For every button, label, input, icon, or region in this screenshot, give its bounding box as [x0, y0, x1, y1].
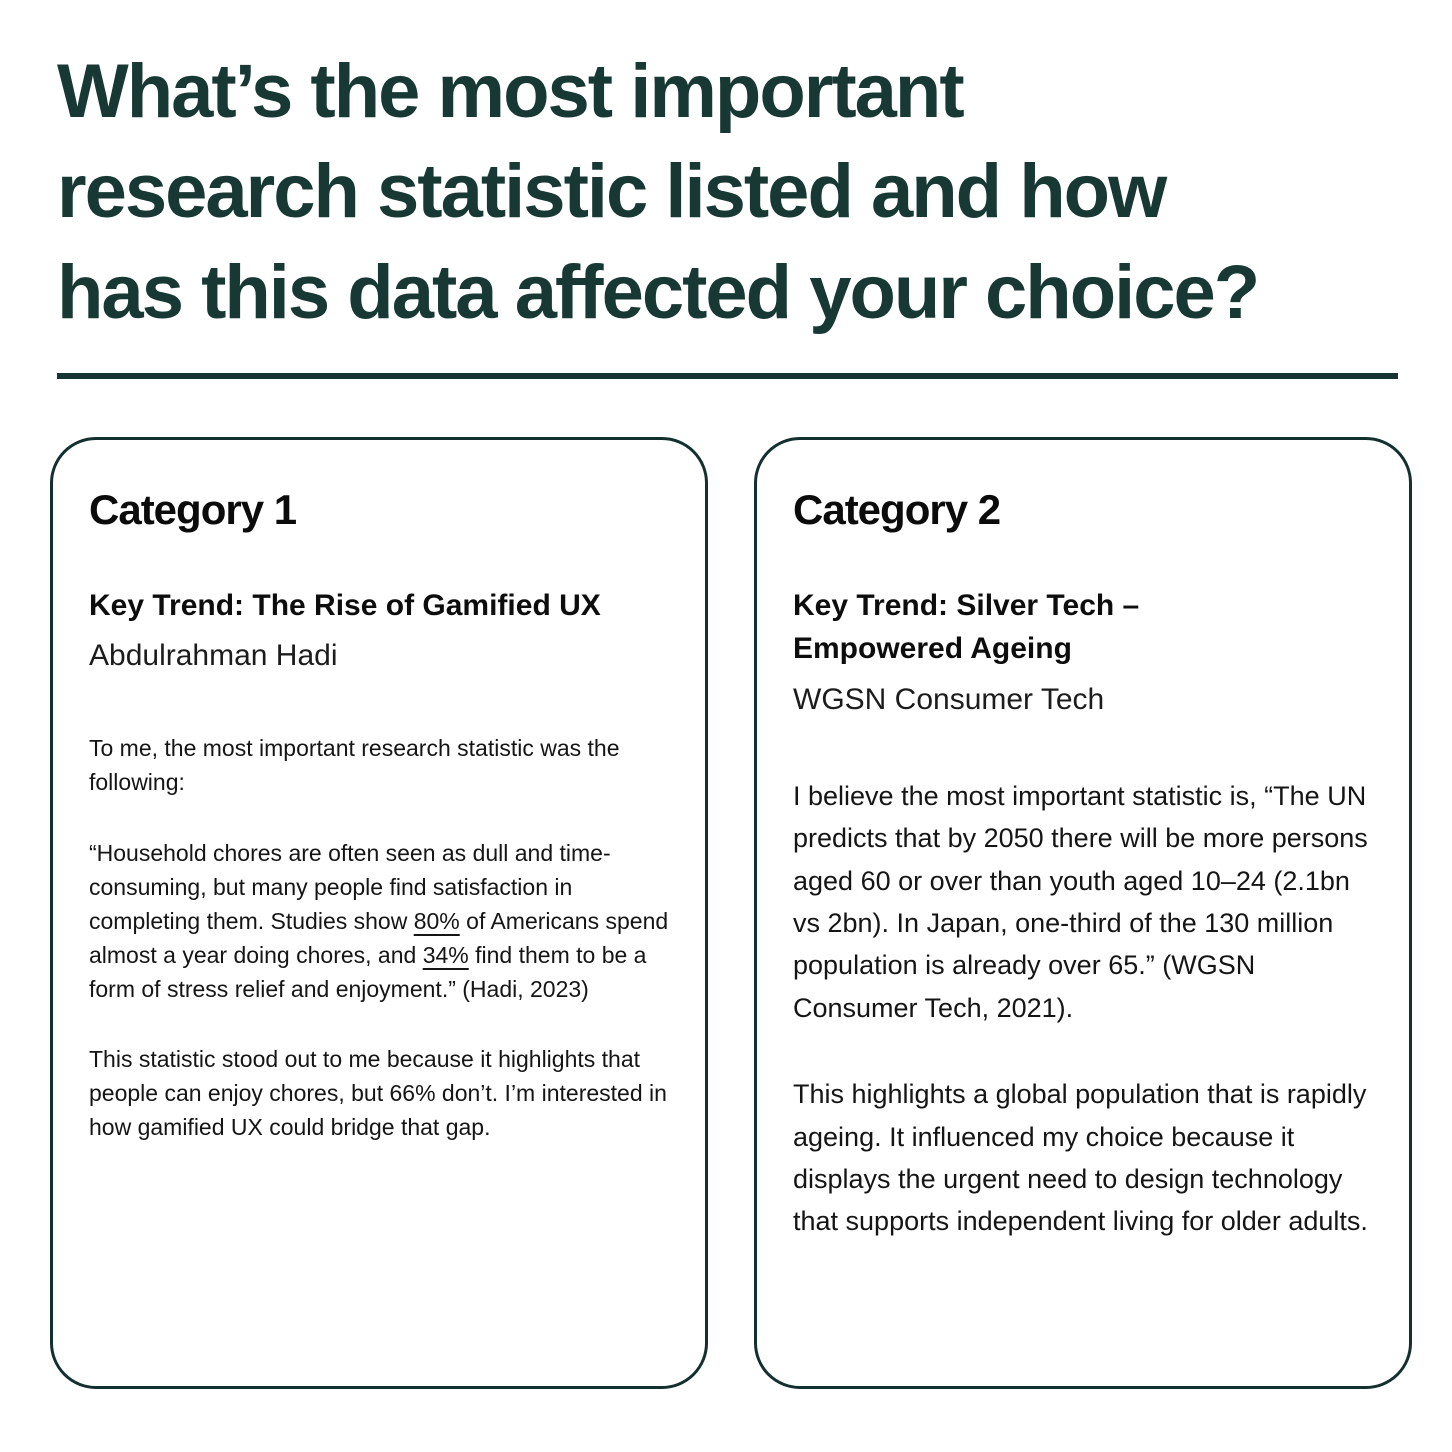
paragraph-text: of Americans spend almost a year doing c… — [89, 907, 669, 968]
source-name: Abdulrahman Hadi — [89, 639, 338, 673]
underlined-statistic: 34% — [422, 941, 469, 968]
category-2-card: Category 2 Key Trend: Silver Tech – Empo… — [754, 436, 1412, 1389]
paragraph-text: To me, the most important research stati… — [89, 735, 620, 796]
underlined-statistic: 80% — [413, 907, 460, 934]
page-title-line: research statistic listed and how — [57, 149, 1167, 235]
page-title-line: What’s the most important — [57, 49, 965, 134]
page-title-line: has this data affected your choice? — [57, 249, 1260, 335]
trend-title: Key Trend: The Rise of Gamified UX — [89, 584, 669, 628]
category-1-card: Category 1 Key Trend: The Rise of Gamifi… — [50, 436, 708, 1389]
paragraph-text: I believe the most important statistic i… — [793, 780, 1368, 1023]
body-paragraph: I believe the most important statistic i… — [793, 775, 1373, 1029]
page-title: What’s the most important research stati… — [0, 0, 1452, 343]
trend-title: Key Trend: Silver Tech – Empowered Agein… — [793, 584, 1373, 671]
body-paragraph: This statistic stood out to me because i… — [89, 1042, 669, 1144]
paragraph-text: This highlights a global population that… — [793, 1079, 1368, 1237]
paragraph-text: This statistic stood out to me because i… — [89, 1045, 667, 1140]
card-body: To me, the most important research stati… — [89, 731, 669, 1143]
trend-title-line: Empowered Ageing — [793, 632, 1072, 666]
paragraph-text: find them to be a form of stress relief … — [89, 941, 647, 1002]
body-paragraph: This highlights a global population that… — [793, 1073, 1373, 1243]
paragraph-text: “Household chores are often seen as dull… — [89, 839, 611, 934]
card-body: I believe the most important statistic i… — [793, 775, 1373, 1243]
body-paragraph: To me, the most important research stati… — [89, 731, 669, 799]
body-paragraph: “Household chores are often seen as dull… — [89, 836, 669, 1006]
source-name: WGSN Consumer Tech — [793, 682, 1105, 716]
category-heading: Category 1 — [89, 485, 297, 533]
cards-row: Category 1 Key Trend: The Rise of Gamifi… — [50, 436, 1412, 1389]
title-divider-rule — [57, 372, 1398, 379]
trend-title-line: Key Trend: The Rise of Gamified UX — [89, 588, 601, 622]
trend-title-line: Key Trend: Silver Tech – — [793, 588, 1140, 622]
category-heading: Category 2 — [793, 485, 1001, 533]
